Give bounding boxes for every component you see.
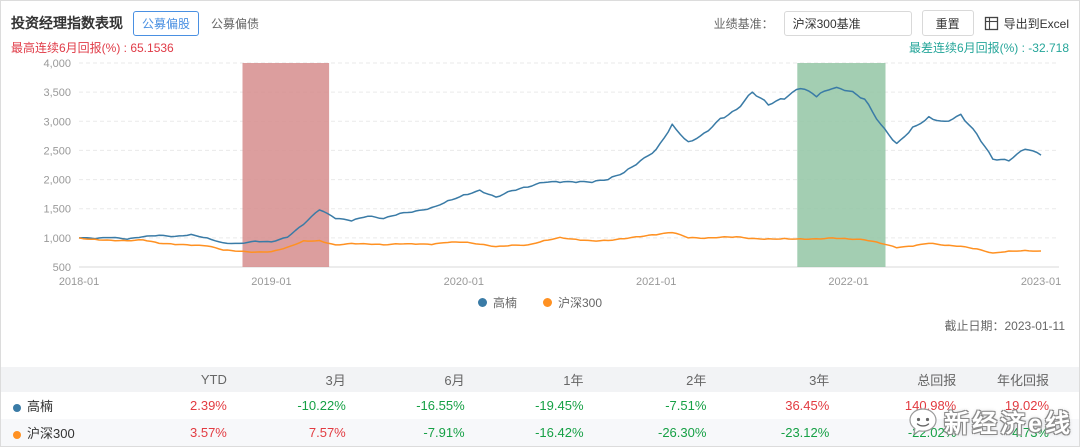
table-header-row: YTD 3月 6月 1年 2年 3年 总回报 年化回报 (1, 367, 1079, 392)
legend-dot-hs300 (542, 297, 552, 307)
return-cell: -4.73% (986, 419, 1079, 446)
return-cell: 36.45% (785, 398, 830, 413)
return-cell: -7.51% (665, 398, 707, 413)
tab-bond-funds[interactable]: 公募偏债 (209, 12, 261, 35)
table-header-cell: 年化回报 (986, 367, 1079, 392)
export-excel-icon (984, 16, 999, 31)
table-row: 沪深300 3.57% 7.57% -7.91% -16.42% -26.30% -23.1… (1, 419, 1079, 446)
svg-text:4,000: 4,000 (43, 58, 71, 70)
table-header-cell: 2年 (613, 367, 737, 392)
svg-text:1,000: 1,000 (43, 233, 71, 245)
return-cell: -16.42% (494, 419, 614, 446)
svg-text:2,500: 2,500 (43, 145, 71, 157)
series-dot (13, 403, 21, 412)
svg-text:2020-01: 2020-01 (444, 276, 484, 288)
legend-label-hs300: 沪深300 (557, 295, 603, 310)
table-header-cell: 总回报 (859, 367, 987, 392)
legend-label-gaonan: 高楠 (492, 295, 517, 310)
table-row: 高楠 2.39% -10.22% -16.55% -19.45% -7.51% 36.45%… (1, 392, 1079, 419)
svg-text:2022-01: 2022-01 (828, 276, 868, 288)
return-cell: -7.91% (375, 419, 495, 446)
return-cell: 7.57% (256, 419, 376, 446)
svg-text:2,000: 2,000 (43, 175, 71, 187)
return-cell: 140.98% (904, 398, 957, 413)
svg-text:2018-01: 2018-01 (59, 276, 99, 288)
stats-row: 最高连续6月回报(%) : 65.1536 最差连续6月回报(%) : -32.… (1, 37, 1079, 55)
return-cell: -10.22% (297, 398, 346, 413)
table-header-cell: YTD (142, 367, 257, 392)
legend-item-gaonan[interactable]: 高楠 (477, 294, 517, 311)
page-title: 投资经理指数表现 (11, 15, 123, 31)
best-6m-return: 最高连续6月回报(%) : 65.1536 (11, 41, 174, 55)
table-header-cell: 3月 (256, 367, 376, 392)
svg-text:2021-01: 2021-01 (636, 276, 676, 288)
reset-button[interactable]: 重置 (921, 10, 974, 36)
return-cell: -19.45% (535, 398, 584, 413)
return-cell: 3.57% (142, 419, 257, 446)
table-body: 高楠 2.39% -10.22% -16.55% -19.45% -7.51% 36.45%… (1, 392, 1079, 446)
series-name-cell: 高楠 (1, 392, 142, 419)
toolbar: 投资经理指数表现 公募偏股 公募偏债 业绩基准： 重置 导出到Excel (1, 1, 1079, 37)
table-header-cell (1, 367, 143, 392)
return-cell: 2.39% (190, 398, 227, 413)
legend-dot-gaonan (477, 297, 487, 307)
svg-text:2019-01: 2019-01 (251, 276, 291, 288)
series-dot (13, 430, 21, 439)
svg-text:1,500: 1,500 (43, 204, 71, 216)
as-of-date: 截止日期：2023-01-11 (944, 319, 1066, 333)
performance-chart: 500 1,000 1,500 2,000 2,500 3,000 3,500 4,000 20… (43, 58, 1061, 288)
export-excel-button[interactable]: 导出到Excel (984, 15, 1069, 32)
table-header-cell: 6月 (375, 367, 495, 392)
benchmark-input[interactable] (783, 10, 912, 36)
benchmark-label: 业绩基准： (713, 16, 774, 31)
returns-table: YTD 3月 6月 1年 2年 3年 总回报 年化回报 高楠 2.39% -10.22% -16.5… (1, 367, 1079, 446)
svg-text:3,500: 3,500 (43, 87, 71, 99)
table-header-cell: 1年 (494, 367, 614, 392)
series-name-cell: 沪深300 (1, 419, 143, 446)
table-head: YTD 3月 6月 1年 2年 3年 总回报 年化回报 (1, 367, 1079, 392)
legend-item-hs300[interactable]: 沪深300 (542, 294, 603, 311)
return-cell: -23.12% (736, 419, 860, 446)
table-header-cell: 3年 (736, 367, 860, 392)
svg-text:3,000: 3,000 (43, 116, 71, 128)
worst-6m-return: 最差连续6月回报(%) : -32.718 (908, 41, 1069, 55)
svg-text:500: 500 (53, 262, 71, 274)
return-cell: -22.02% (859, 419, 987, 446)
return-cell: -26.30% (613, 419, 737, 446)
return-cell: 19.02% (1004, 398, 1049, 413)
svg-text:2023-01: 2023-01 (1021, 276, 1061, 288)
export-excel-label: 导出到Excel (1003, 16, 1069, 31)
tab-equity-funds[interactable]: 公募偏股 (133, 10, 200, 36)
chart-legend: 高楠 沪深300 (1, 293, 1079, 311)
return-cell: -16.55% (416, 398, 465, 413)
